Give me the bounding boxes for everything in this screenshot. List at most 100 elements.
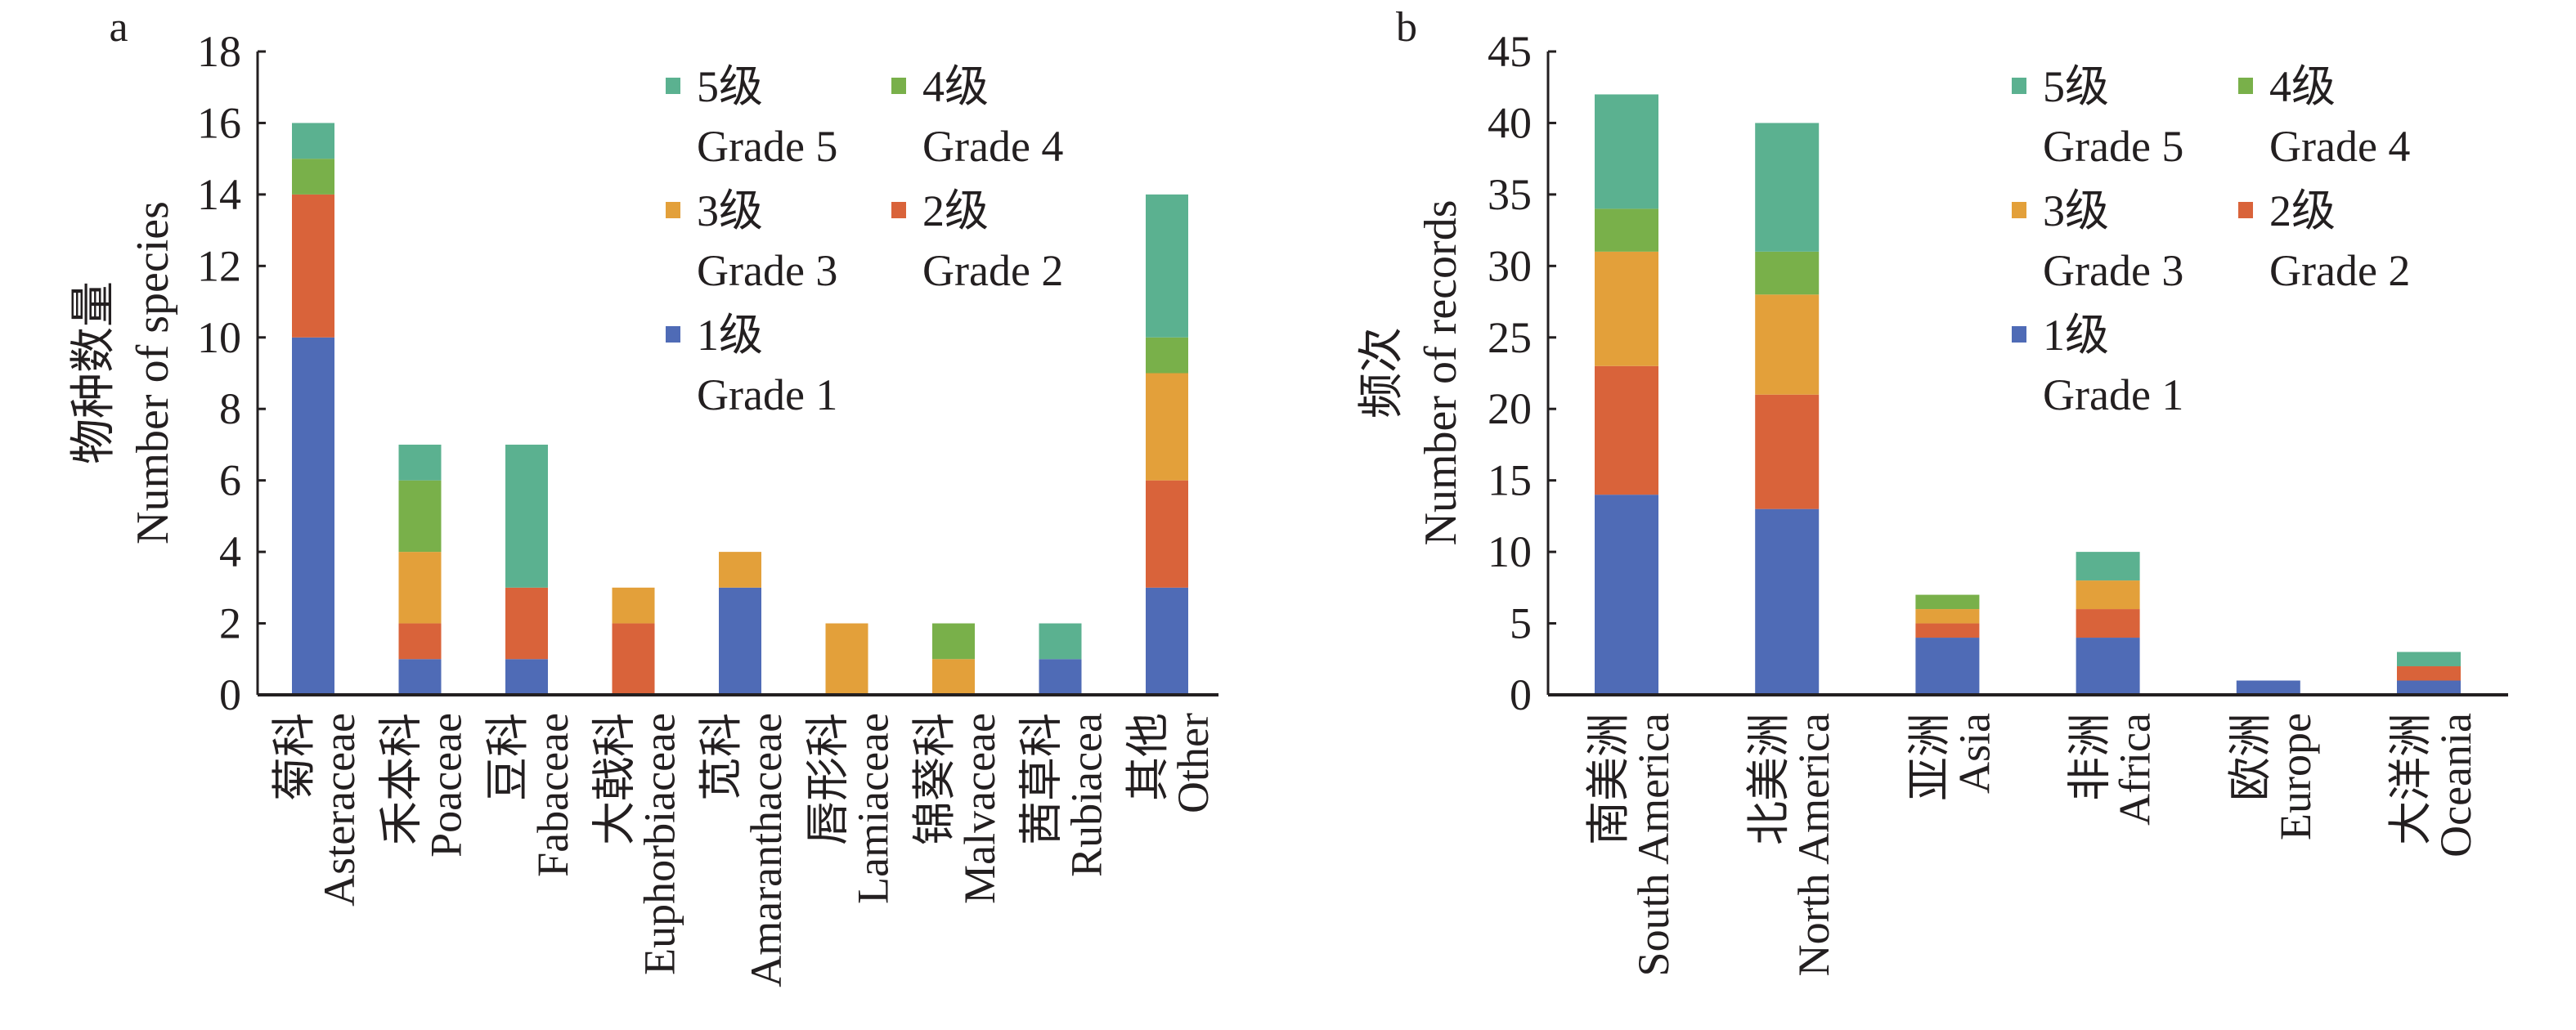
x-tick-label-cn: 欧洲: [2226, 713, 2275, 801]
legend-swatch-grade3: [666, 202, 680, 218]
legend-label-grade4: Grade 4: [922, 122, 1063, 171]
y-tick-label: 4: [219, 527, 241, 576]
bar-grade5-north-america: [1755, 123, 1820, 252]
bar-grade2-north-america: [1755, 394, 1820, 509]
bar-grade4-asteraceae: [292, 159, 334, 195]
bar-grade2-south-america: [1595, 365, 1658, 495]
y-tick-label: 30: [1488, 241, 1532, 290]
x-tick-label: Amaranthaceae: [742, 713, 791, 987]
bar-grade5-africa: [2076, 552, 2140, 581]
legend-swatch-grade2: [2238, 202, 2253, 218]
x-tick-label-cn: 锦葵科: [910, 713, 959, 845]
x-tick-label: Other: [1169, 713, 1218, 813]
legend-label-grade1: Grade 1: [697, 370, 837, 419]
bar-grade1-other: [1146, 587, 1188, 695]
legend-label-grade2: Grade 2: [922, 246, 1063, 295]
bar-grade4-malvaceae: [932, 623, 975, 660]
legend-swatch-grade2: [891, 202, 906, 218]
bar-grade1-south-america: [1595, 495, 1658, 695]
x-tick-label-cn: 豆科: [483, 713, 532, 801]
bar-grade1-rubiacea: [1039, 659, 1082, 695]
y-axis-label: Number of species: [128, 201, 178, 544]
y-tick-label: 14: [197, 170, 241, 219]
x-tick-label-cn: 大洋洲: [2386, 713, 2435, 845]
bar-grade4-north-america: [1755, 251, 1820, 295]
bar-grade3-south-america: [1595, 251, 1658, 366]
legend-label-grade3: Grade 3: [697, 246, 837, 295]
x-tick-label: Africa: [2111, 713, 2160, 826]
bar-grade5-asteraceae: [292, 123, 334, 159]
x-tick-label-cn: 非洲: [2066, 713, 2115, 801]
y-tick-label: 12: [197, 241, 241, 290]
bar-grade3-asia: [1915, 609, 1980, 624]
y-axis-label-cn: 频次: [1357, 327, 1407, 419]
bar-grade3-poaceae: [398, 552, 442, 624]
bar-grade2-other: [1146, 480, 1188, 588]
y-tick-label: 2: [219, 599, 241, 648]
bar-grade4-south-america: [1595, 208, 1658, 252]
bar-grade5-south-america: [1595, 94, 1658, 209]
x-tick-label: South America: [1629, 713, 1678, 976]
legend-label-cn-grade2: 2级: [2269, 186, 2336, 235]
x-tick-label-cn: 南美洲: [1584, 713, 1633, 845]
bar-grade3-other: [1146, 373, 1188, 481]
legend-label-cn-grade2: 2级: [922, 186, 989, 235]
legend-label-grade5: Grade 5: [697, 122, 837, 171]
legend-label-grade2: Grade 2: [2269, 246, 2410, 295]
y-tick-label: 45: [1488, 27, 1532, 76]
bar-grade1-africa: [2076, 638, 2140, 695]
x-tick-label-cn: 禾本科: [377, 713, 426, 845]
bar-grade2-euphorbiaceae: [612, 623, 655, 695]
bar-grade4-other: [1146, 337, 1188, 374]
x-tick-label-cn: 苋科: [697, 713, 746, 801]
bar-grade5-fabaceae: [505, 444, 548, 588]
legend-label-cn-grade5: 5级: [2043, 62, 2109, 111]
bar-grade3-africa: [2076, 580, 2140, 610]
y-tick-label: 15: [1488, 456, 1532, 505]
bar-grade2-asia: [1915, 623, 1980, 638]
bar-grade2-poaceae: [398, 623, 442, 660]
legend-label-cn-grade1: 1级: [2043, 311, 2109, 360]
y-tick-label: 20: [1488, 384, 1532, 433]
bar-grade2-oceania: [2397, 666, 2461, 681]
x-tick-label-cn: 菊科: [270, 713, 319, 801]
legend-label-grade4: Grade 4: [2269, 122, 2410, 171]
y-tick-label: 10: [197, 313, 241, 362]
bar-grade2-asteraceae: [292, 194, 334, 338]
x-tick-label: North America: [1789, 713, 1838, 976]
bar-grade3-lamiaceae: [825, 623, 868, 695]
x-tick-label-cn: 大戟科: [590, 713, 640, 845]
x-tick-label: Rubiacea: [1062, 713, 1111, 877]
y-tick-label: 6: [219, 456, 241, 505]
bar-grade1-asia: [1915, 638, 1980, 695]
legend-swatch-grade1: [2012, 326, 2026, 343]
bar-grade4-poaceae: [398, 480, 442, 553]
bar-grade2-fabaceae: [505, 587, 548, 660]
bar-grade1-asteraceae: [292, 337, 334, 695]
y-tick-label: 5: [1510, 599, 1532, 648]
y-axis-label: Number of records: [1416, 200, 1466, 546]
bar-grade5-oceania: [2397, 652, 2461, 667]
bar-grade1-europe: [2236, 680, 2300, 695]
bar-grade1-poaceae: [398, 659, 442, 695]
y-tick-label: 25: [1488, 313, 1532, 362]
legend-label-cn-grade3: 3级: [2043, 186, 2109, 235]
bar-grade5-rubiacea: [1039, 623, 1082, 660]
y-tick-label: 35: [1488, 170, 1532, 219]
x-tick-label: Asteraceae: [315, 713, 364, 907]
legend-swatch-grade5: [666, 78, 680, 94]
legend-label-grade5: Grade 5: [2043, 122, 2183, 171]
legend-swatch-grade3: [2012, 202, 2026, 218]
x-tick-label: Euphorbiaceae: [635, 713, 684, 975]
bar-grade1-fabaceae: [505, 659, 548, 695]
y-tick-label: 0: [219, 670, 241, 719]
x-tick-label: Asia: [1950, 713, 1999, 794]
y-tick-label: 10: [1488, 527, 1532, 576]
x-tick-label: Oceania: [2431, 713, 2480, 858]
bar-grade2-africa: [2076, 609, 2140, 638]
legend-label-cn-grade3: 3级: [697, 186, 763, 235]
legend-label-grade3: Grade 3: [2043, 246, 2183, 295]
legend-label-cn-grade4: 4级: [922, 62, 989, 111]
